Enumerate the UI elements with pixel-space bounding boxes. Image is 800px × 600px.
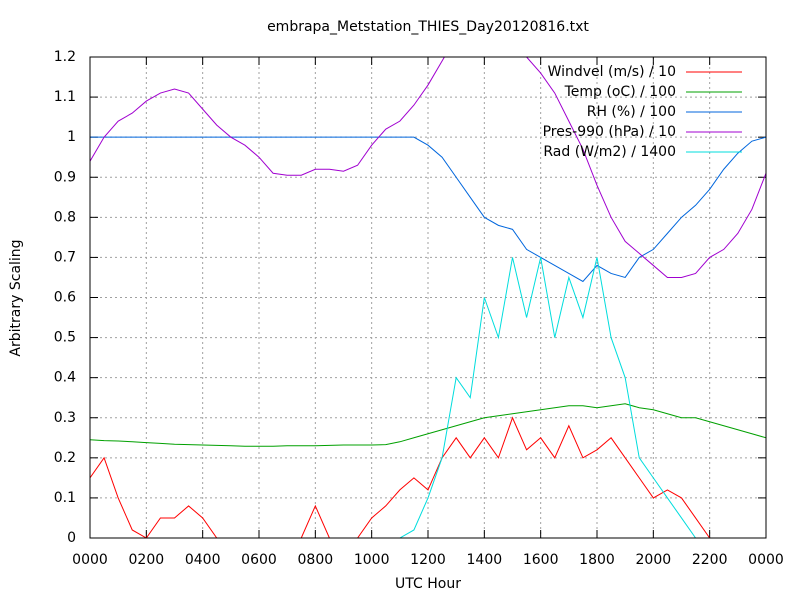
y-tick-label: 0.7 bbox=[54, 249, 76, 265]
legend-label: Temp (oC) / 100 bbox=[564, 84, 676, 100]
legend-label: Pres-990 (hPa) / 10 bbox=[543, 124, 676, 140]
x-axis-label: UTC Hour bbox=[395, 576, 461, 592]
x-tick-label: 0000 bbox=[748, 552, 784, 568]
x-tick-label: 2000 bbox=[636, 552, 672, 568]
legend-label: RH (%) / 100 bbox=[587, 104, 676, 120]
series-line bbox=[90, 257, 766, 538]
y-tick-label: 0.3 bbox=[54, 410, 76, 426]
y-tick-label: 0.8 bbox=[54, 209, 76, 225]
x-tick-label: 1600 bbox=[523, 552, 559, 568]
y-tick-label: 0 bbox=[67, 530, 76, 546]
y-tick-label: 1.2 bbox=[54, 49, 76, 65]
y-tick-label: 0.9 bbox=[54, 169, 76, 185]
x-tick-label: 0200 bbox=[129, 552, 165, 568]
y-tick-label: 1 bbox=[67, 129, 76, 145]
legend-label: Windvel (m/s) / 10 bbox=[548, 64, 676, 80]
x-tick-label: 1000 bbox=[354, 552, 390, 568]
y-tick-label: 0.2 bbox=[54, 450, 76, 466]
y-axis-label: Arbitrary Scaling bbox=[8, 239, 24, 356]
plot-border bbox=[89, 56, 767, 539]
series-line bbox=[90, 136, 766, 283]
y-tick-label: 0.6 bbox=[54, 290, 76, 306]
x-tick-label: 0000 bbox=[72, 552, 108, 568]
series-line bbox=[90, 416, 766, 538]
series-line bbox=[90, 57, 766, 278]
y-tick-label: 1.1 bbox=[54, 89, 76, 105]
x-tick-label: 1800 bbox=[579, 552, 615, 568]
x-tick-label: 2200 bbox=[692, 552, 728, 568]
y-tick-label: 0.4 bbox=[54, 370, 76, 386]
chart-title: embrapa_Metstation_THIES_Day20120816.txt bbox=[267, 19, 589, 35]
x-tick-label: 1200 bbox=[410, 552, 446, 568]
x-tick-label: 0600 bbox=[241, 552, 277, 568]
x-tick-label: 0800 bbox=[298, 552, 334, 568]
legend-label: Rad (W/m2) / 1400 bbox=[543, 144, 676, 160]
series-line bbox=[90, 403, 766, 447]
x-tick-label: 1400 bbox=[467, 552, 503, 568]
y-tick-label: 0.1 bbox=[54, 490, 76, 506]
y-tick-label: 0.5 bbox=[54, 330, 76, 346]
x-tick-label: 0400 bbox=[185, 552, 221, 568]
